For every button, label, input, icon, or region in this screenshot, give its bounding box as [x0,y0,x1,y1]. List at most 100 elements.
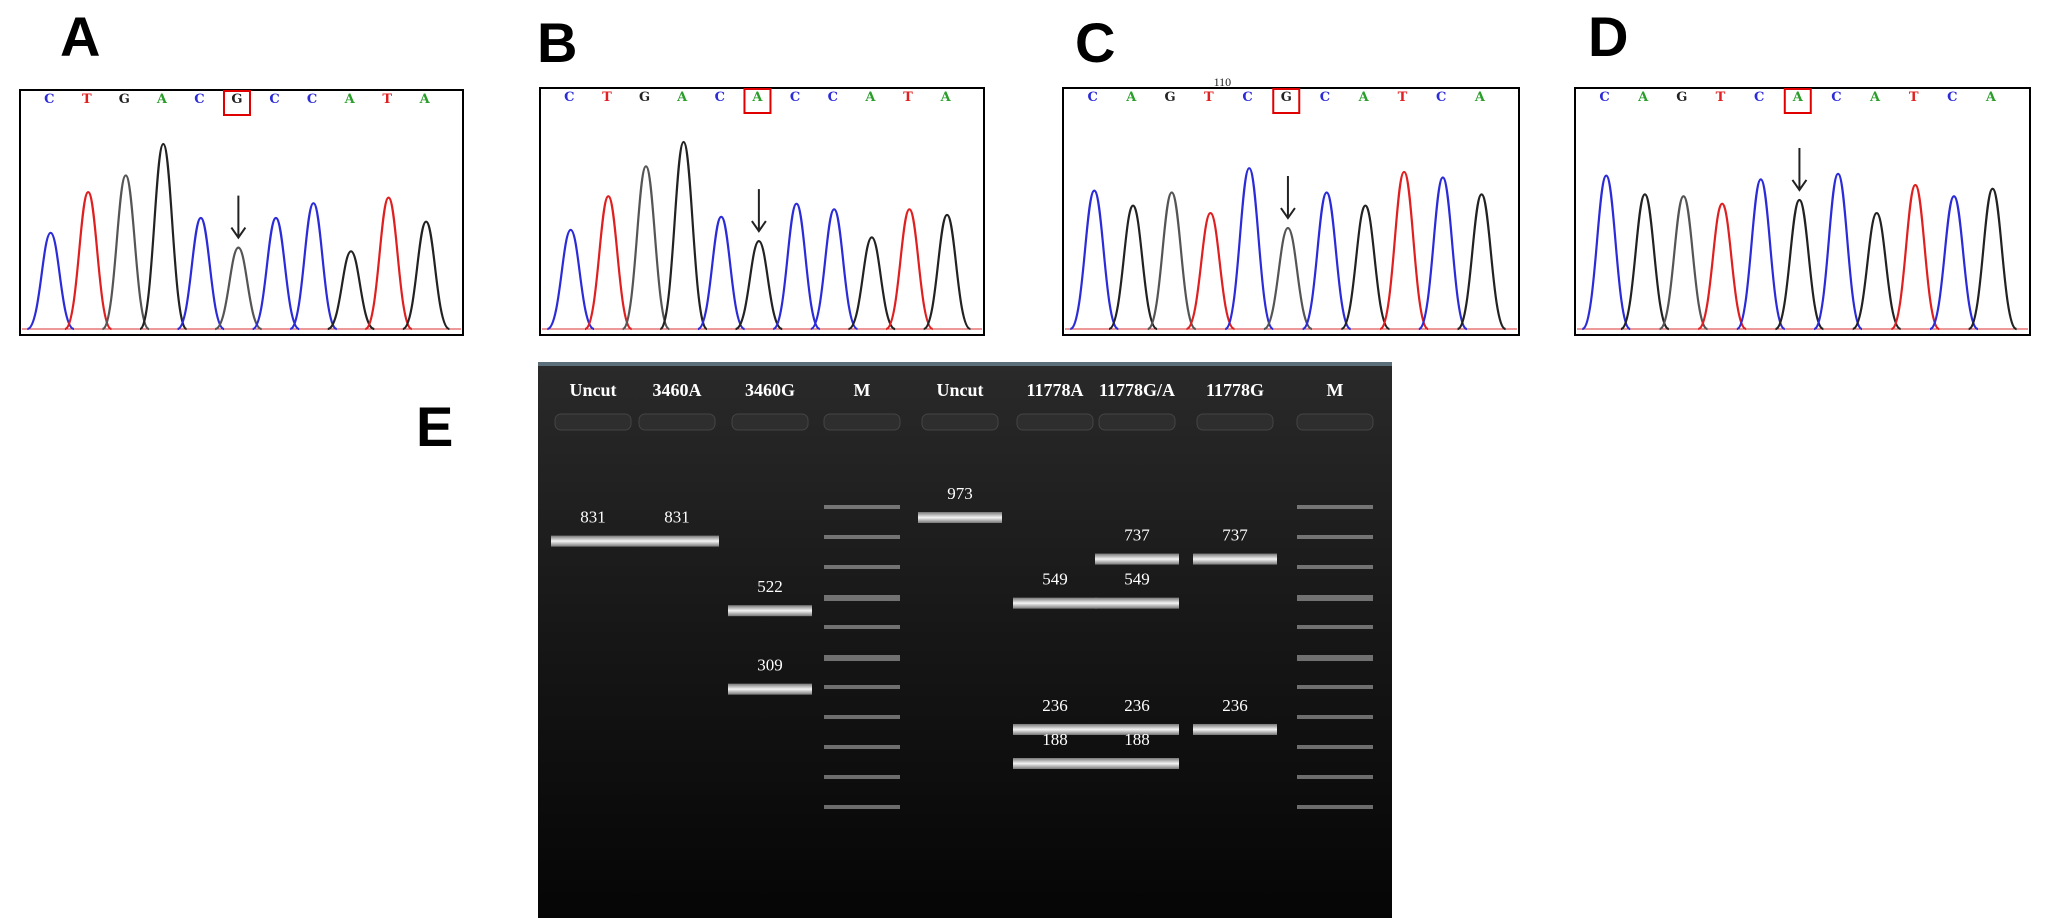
base-call: C [564,90,574,105]
trace-peak [1146,191,1197,331]
band-size-label: 737 [1222,526,1248,545]
gel-well [1016,413,1094,431]
base-call: C [1831,90,1841,105]
base-call: C [715,90,725,105]
chromatogram-c: C A G T C G C A T C A 110 [1062,75,1520,336]
trace-peak [364,196,413,331]
base-call: C [790,90,800,105]
trace-peak [1379,170,1430,331]
base-call: C [307,92,317,107]
ladder-band [824,715,900,719]
gel-well [731,413,809,431]
lane-label: 11778G [1206,380,1264,400]
trace-peak [1069,189,1120,331]
band-size-label: 188 [1042,730,1068,749]
ladder-band [1297,565,1373,569]
band-size-label: 737 [1124,526,1150,545]
ladder-band [1297,745,1373,749]
gel-well [823,413,901,431]
ladder-band [1297,535,1373,539]
ladder-band [1297,625,1373,629]
ladder-band [1297,655,1373,661]
panel-letter-e: E [416,395,453,458]
base-call: G [1281,90,1292,105]
panel-d: D C A G T C A C A T C A [1574,5,2031,336]
trace-peak [1774,198,1825,331]
trace-peak [923,213,972,331]
base-call: C [1320,90,1330,105]
variant-highlight-box [1783,88,1812,114]
lane-label: 3460G [745,380,795,400]
band-size-label: 831 [664,508,690,527]
gel-band [1193,553,1277,565]
trace-peak [1658,195,1709,331]
trace-peak [214,246,263,331]
base-call: G [231,92,242,107]
lane-label: 11778G/A [1099,380,1175,400]
trace-peak [1417,176,1468,331]
base-call: A [751,90,763,105]
band-size-label: 831 [580,508,606,527]
panel-a: A C T G A C G C C A T A [19,5,464,336]
gel-top-edge [538,362,1392,366]
arrow-head-icon [1791,179,1808,192]
base-call: T [602,90,612,105]
lane-label: M [1327,380,1344,400]
trace-peak [885,208,934,331]
gel-well [638,413,716,431]
gel-band [1013,723,1097,735]
lane-label: Uncut [569,380,616,400]
trace-peak [63,190,113,331]
base-call: A [1125,90,1137,105]
trace-peak [1735,178,1786,331]
band-size-label: 236 [1124,696,1150,715]
arrow-head-icon [751,220,767,233]
trace-peak [138,142,188,331]
base-call: G [1165,90,1176,105]
trace-peak [327,250,375,331]
trace-peak [1108,204,1158,331]
base-call: A [940,90,952,105]
trace-peak [1890,183,1941,331]
base-call: T [382,92,392,107]
ladder-band [824,565,900,569]
panel-letter-b: B [537,11,577,74]
trace-peak [621,165,671,331]
gel-well [1098,413,1176,431]
trace-peak [1224,167,1275,331]
trace-peak [772,202,821,331]
ladder-band [824,535,900,539]
arrow-head-icon [230,227,247,240]
base-call: T [903,90,913,105]
gel-well [921,413,999,431]
chromatogram-frame [539,87,985,336]
trace-peak [1301,191,1352,331]
ladder-band [824,805,900,809]
gel-band [1013,758,1097,769]
trace-peak [1340,204,1391,331]
trace-peak [1185,211,1236,331]
trace-peak [1928,195,1979,331]
position-label: 110 [1214,75,1232,89]
lane-label: 11778A [1026,380,1083,400]
trace-peak [1967,187,2018,331]
base-call: A [1985,90,1997,105]
gel-lanes: Uncut 831 3460A 831 3460G 522 309 M Uncut 973 1177… [551,380,1374,809]
band-size-label: 236 [1222,696,1248,715]
gel-band [551,535,635,547]
base-call: C [1754,90,1764,105]
ladder-band [824,655,900,661]
band-size-label: 549 [1124,570,1150,589]
panel-e: E Uncut 831 3460A 831 3460G 522 309 M Uncut 973 11… [416,362,1392,918]
panel-letter-d: D [1588,5,1628,68]
gel-band [1013,597,1097,609]
variant-highlight-box [1272,88,1301,114]
panel-letter-a: A [60,5,100,68]
gel-image [538,362,1392,918]
base-call: T [82,92,92,107]
trace-peak [101,174,151,331]
ladder-band [824,505,900,509]
